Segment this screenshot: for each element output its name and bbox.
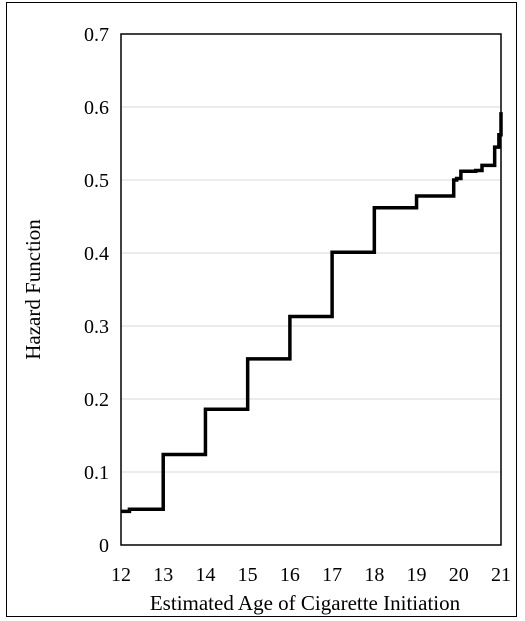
x-tick-label: 16 [280,564,300,586]
gridlines [121,106,501,473]
y-tick-label: 0.5 [84,170,109,192]
y-tick-label: 0.2 [84,389,109,411]
x-tick-label: 17 [322,564,342,586]
chart-frame [6,2,517,617]
y-axis-ticks: 0 0.1 0.2 0.3 0.4 0.5 0.6 0.7 [84,24,109,557]
y-tick-label: 0.7 [84,24,109,46]
x-tick-label: 15 [238,564,258,586]
y-tick-label: 0 [99,535,109,557]
y-tick-label: 0.1 [84,462,109,484]
x-tick-label: 14 [195,564,215,586]
x-axis-ticks: 12 13 14 15 16 17 18 19 20 21 [111,564,511,586]
y-axis-title: Hazard Function [21,219,45,360]
y-tick-label: 0.6 [84,97,109,119]
x-tick-label: 20 [449,564,469,586]
x-tick-label: 21 [491,564,511,586]
x-tick-label: 19 [407,564,427,586]
y-tick-label: 0.4 [84,243,109,265]
plot-area [120,33,502,546]
x-axis-title: Estimated Age of Cigarette Initiation [150,591,461,615]
series-layer [121,112,503,514]
y-tick-label: 0.3 [84,316,109,338]
hazard-step-line [121,112,503,514]
x-tick-label: 18 [364,564,384,586]
x-tick-label: 13 [153,564,173,586]
x-tick-label: 12 [111,564,131,586]
